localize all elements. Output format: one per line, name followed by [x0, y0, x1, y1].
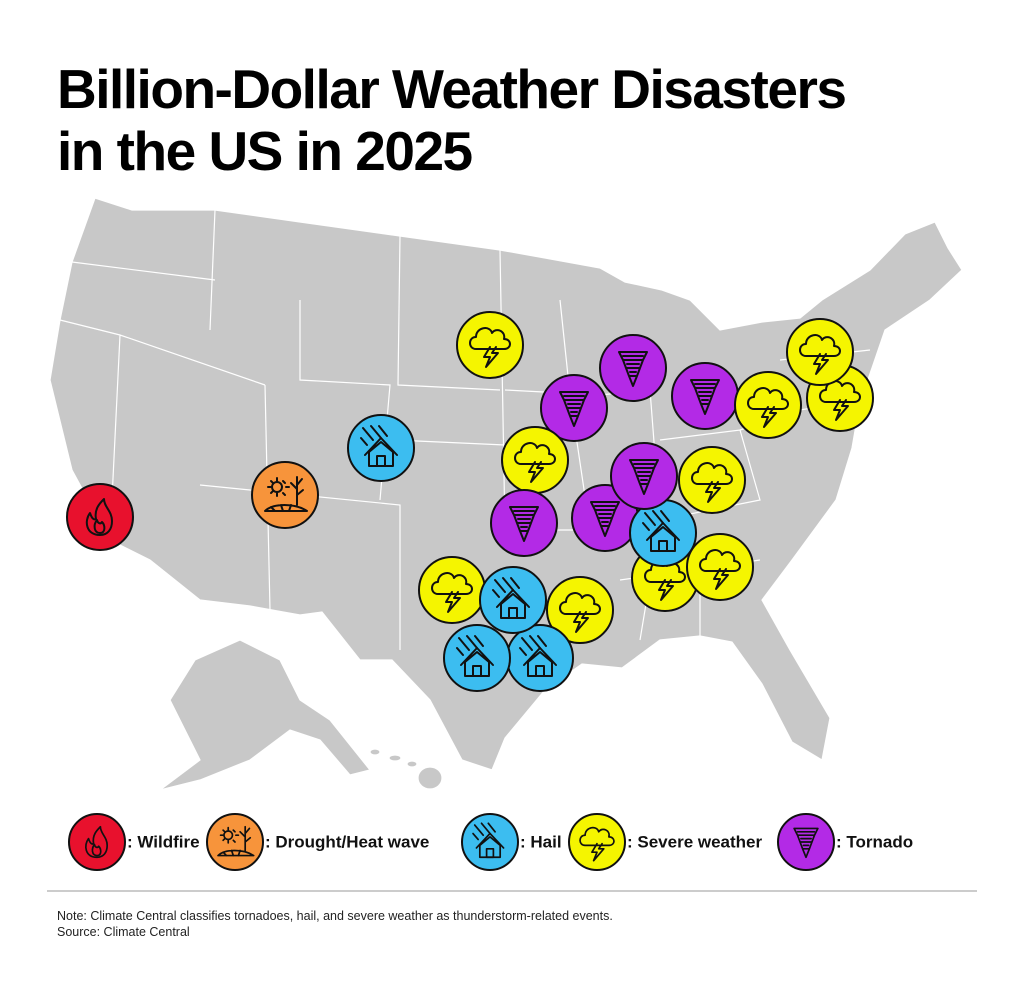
- legend: : Wildfire : Drought/Heat wave : Hail : Sev…: [68, 813, 913, 871]
- wildfire-marker: [66, 483, 134, 551]
- marker-circle: [506, 624, 574, 692]
- legend-label: : Severe weather: [627, 832, 763, 851]
- severe-marker: [786, 318, 854, 386]
- lower-48: [49, 197, 963, 771]
- tornado-marker: [671, 362, 739, 430]
- severe-marker: [456, 311, 524, 379]
- marker-circle: [734, 371, 802, 439]
- marker-circle: [347, 414, 415, 482]
- legend-swatch: [777, 813, 835, 871]
- hail-marker: [479, 566, 547, 634]
- tornado-marker: [610, 442, 678, 510]
- severe-marker: [678, 446, 746, 514]
- hawaii: [369, 748, 443, 790]
- hail-marker: [506, 624, 574, 692]
- severe-marker: [418, 556, 486, 624]
- markers: [66, 311, 874, 692]
- marker-circle: [786, 318, 854, 386]
- marker-circle: [568, 813, 626, 871]
- marker-circle: [546, 576, 614, 644]
- source: Source: Climate Central: [57, 925, 190, 939]
- tornado-marker: [599, 334, 667, 402]
- title-line: in the US in 2025: [57, 120, 473, 182]
- severe-marker: [546, 576, 614, 644]
- marker-circle: [686, 533, 754, 601]
- tornado-marker: [490, 489, 558, 557]
- legend-swatch: [461, 813, 519, 871]
- legend-label: : Wildfire: [127, 832, 200, 851]
- drought-marker: [251, 461, 319, 529]
- legend-label: : Drought/Heat wave: [265, 832, 429, 851]
- marker-circle: [443, 624, 511, 692]
- legend-swatch: [68, 813, 126, 871]
- title-line: Billion-Dollar Weather Disasters: [57, 58, 845, 120]
- severe-marker: [734, 371, 802, 439]
- note: Note: Climate Central classifies tornado…: [57, 909, 613, 923]
- marker-circle: [68, 813, 126, 871]
- us-map: [49, 197, 963, 791]
- tornado-marker: [540, 374, 608, 442]
- marker-circle: [678, 446, 746, 514]
- legend-label: : Hail: [520, 832, 562, 851]
- legend-label: : Tornado: [836, 832, 913, 851]
- marker-circle: [461, 813, 519, 871]
- hail-marker: [347, 414, 415, 482]
- marker-circle: [479, 566, 547, 634]
- marker-circle: [66, 483, 134, 551]
- marker-circle: [456, 311, 524, 379]
- severe-marker: [501, 426, 569, 494]
- legend-swatch: [568, 813, 626, 871]
- marker-circle: [501, 426, 569, 494]
- legend-swatch: [206, 813, 264, 871]
- hail-marker: [443, 624, 511, 692]
- marker-circle: [418, 556, 486, 624]
- marker-circle: [629, 499, 697, 567]
- alaska: [159, 639, 372, 791]
- hail-marker: [629, 499, 697, 567]
- severe-marker: [686, 533, 754, 601]
